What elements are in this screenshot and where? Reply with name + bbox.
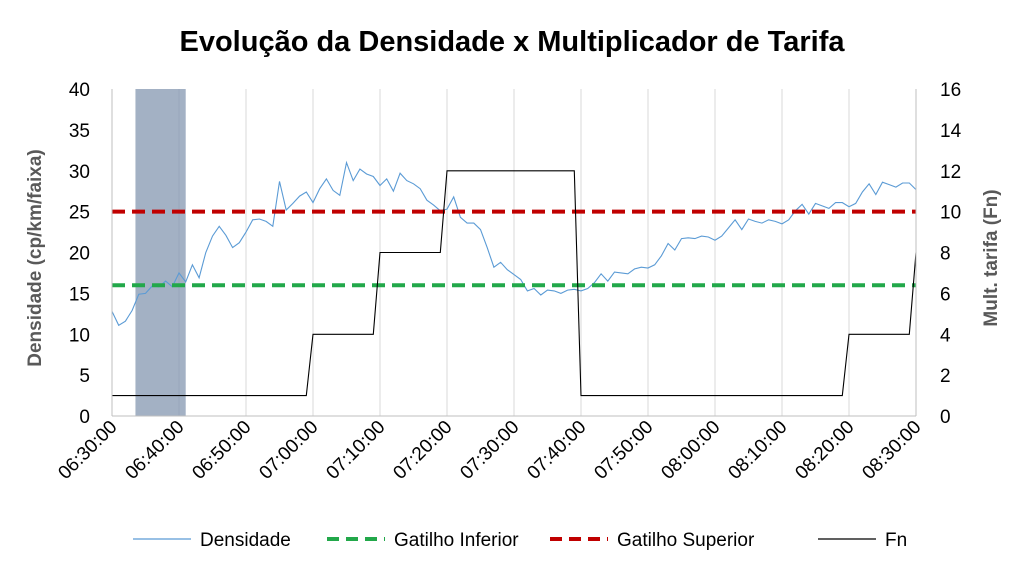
- shaded-interval: [135, 89, 186, 416]
- y-left-tick-label: 5: [79, 366, 90, 387]
- y-right-tick-label: 10: [940, 203, 961, 224]
- y-left-tick-label: 15: [69, 284, 90, 305]
- x-tick-label: 06:40:00: [121, 417, 188, 484]
- legend-label-gatilho-inferior: Gatilho Inferior: [394, 530, 519, 551]
- legend: Densidade Gatilho Inferior Gatilho Superio…: [133, 530, 907, 551]
- x-tick-label: 07:20:00: [389, 417, 456, 484]
- x-tick-label: 07:50:00: [590, 417, 657, 484]
- legend-label-densidade: Densidade: [200, 530, 291, 551]
- y-right-tick-label: 8: [940, 244, 951, 265]
- chart-title: Evolução da Densidade x Multiplicador de…: [179, 26, 845, 58]
- series-densidade-line: [111, 160, 917, 327]
- y-left-tick-label: 35: [69, 121, 90, 142]
- y-axis-right-title: Mult. tarifa (Fn): [981, 189, 1002, 326]
- y-right-tick-label: 16: [940, 80, 961, 101]
- y-left-tick-label: 25: [69, 203, 90, 224]
- y-right-tick-label: 2: [940, 366, 951, 387]
- x-tick-label: 08:00:00: [657, 417, 724, 484]
- y-left-tick-label: 10: [69, 325, 90, 346]
- y-right-tick-label: 14: [940, 121, 962, 142]
- y-left-tick-label: 20: [69, 244, 90, 265]
- y-left-tick-label: 40: [69, 80, 90, 101]
- x-tick-label: 08:10:00: [724, 417, 791, 484]
- y-right-tick-label: 4: [940, 325, 951, 346]
- legend-label-fn: Fn: [885, 530, 907, 551]
- y-left-tick-label: 30: [69, 162, 90, 183]
- y-axis-left-title: Densidade (cp/km/faixa): [25, 149, 46, 367]
- series-layer: [111, 160, 917, 397]
- y-right-tick-label: 12: [940, 162, 961, 183]
- x-tick-label: 07:10:00: [322, 417, 389, 484]
- x-tick-label: 07:40:00: [523, 417, 590, 484]
- x-tick-label: 07:00:00: [255, 417, 322, 484]
- x-tick-label: 08:30:00: [858, 417, 925, 484]
- y-left-tick-label: 0: [79, 407, 90, 428]
- x-tick-label: 08:20:00: [791, 417, 858, 484]
- legend-label-gatilho-superior: Gatilho Superior: [617, 530, 755, 551]
- axes-layer: 06:30:00 06:40:00 06:50:00 07:00:00 07:10:00…: [54, 80, 961, 484]
- x-tick-label: 07:30:00: [456, 417, 523, 484]
- series-fn-line: [112, 170, 917, 397]
- grid-layer: [178, 89, 917, 416]
- y-right-tick-label: 6: [940, 284, 951, 305]
- y-right-tick-label: 0: [940, 407, 951, 428]
- x-tick-label: 06:50:00: [188, 417, 255, 484]
- shaded-band-layer: [135, 89, 186, 416]
